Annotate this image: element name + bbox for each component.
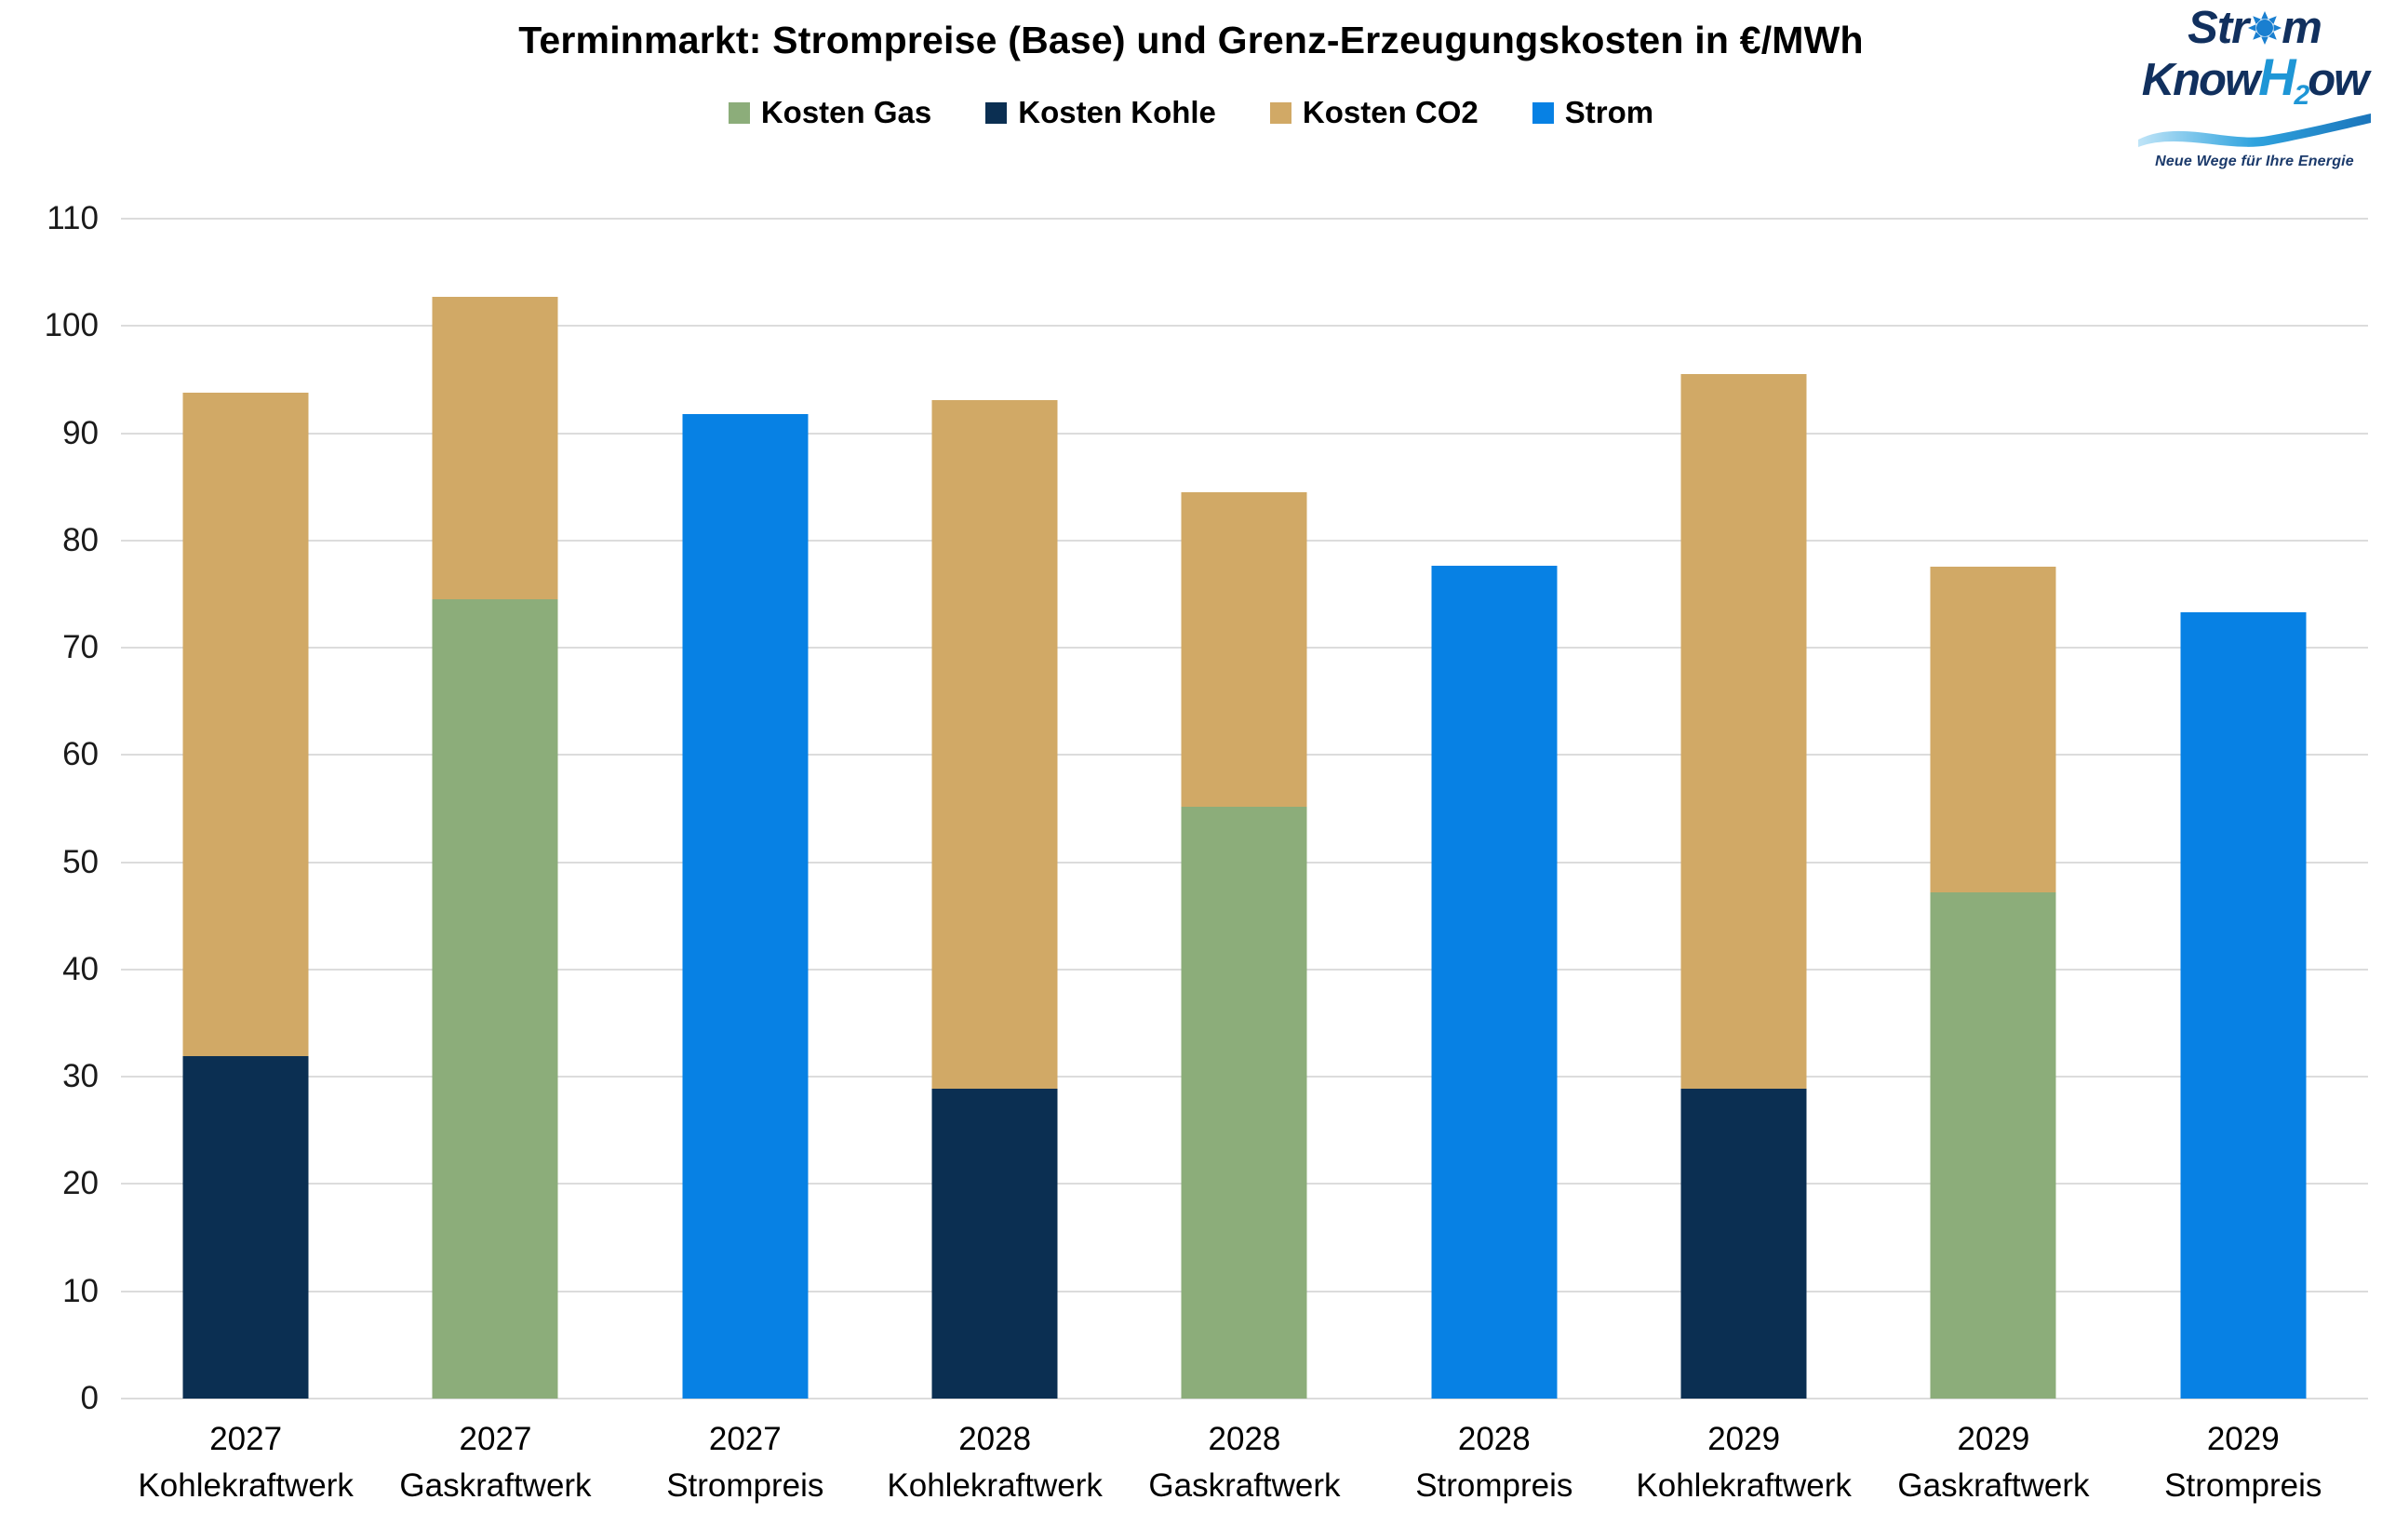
legend-swatch-icon (1532, 101, 1554, 124)
gridline (121, 432, 2368, 435)
x-label-type: Gaskraftwerk (1148, 1467, 1341, 1504)
bar-segment-strom (682, 413, 809, 1399)
bar-segment-kosten-gas (1930, 891, 2056, 1399)
plot-area: 0 10 20 30 40 50 60 70 80 90 100 110 (45, 202, 2368, 1415)
y-axis-tick-label: 20 (62, 1165, 99, 1202)
x-axis-category-label: 2029 Kohlekraftwerk (1619, 1416, 1868, 1509)
x-label-type: Kohlekraftwerk (887, 1467, 1103, 1504)
logo-h2-highlight: H2 (2258, 47, 2309, 111)
gridline (121, 1398, 2368, 1399)
logo-tagline: Neue Wege für Ihre Energie (2155, 154, 2354, 169)
bar-2028-gaskraftwerk (1119, 219, 1369, 1399)
bar-segment-kosten-kohle (931, 1088, 1058, 1399)
y-axis-tick-label: 30 (62, 1058, 99, 1095)
x-label-type: Gaskraftwerk (399, 1467, 592, 1504)
bar-segment-strom (2180, 612, 2307, 1399)
bar-segment-kosten-co2 (432, 297, 558, 600)
x-label-type: Strompreis (2164, 1467, 2322, 1504)
x-label-year: 2027 (209, 1421, 283, 1457)
y-axis-tick-label: 40 (62, 950, 99, 987)
x-label-type: Kohlekraftwerk (138, 1467, 354, 1504)
legend-swatch-icon (1269, 101, 1291, 124)
x-axis-category-label: 2029 Strompreis (2119, 1416, 2368, 1509)
company-logo: Str m KnowH2ow Neue Wege für Ihre Energie (2138, 6, 2371, 169)
bar-segment-kosten-gas (432, 599, 558, 1399)
y-axis-tick-label: 90 (62, 414, 99, 451)
bar-segment-kosten-kohle (182, 1056, 309, 1399)
x-label-type: Strompreis (1415, 1467, 1573, 1504)
legend-item-kosten-kohle: Kosten Kohle (985, 95, 1216, 130)
legend-label: Kosten CO2 (1302, 95, 1479, 129)
x-axis-category-label: 2028 Kohlekraftwerk (870, 1416, 1119, 1509)
x-label-type: Kohlekraftwerk (1636, 1467, 1852, 1504)
legend-item-kosten-gas: Kosten Gas (728, 95, 932, 130)
bars-container (121, 219, 2368, 1399)
x-label-year: 2027 (459, 1421, 532, 1457)
bar-2027-strompreis (621, 219, 870, 1399)
legend-label: Kosten Gas (760, 95, 932, 129)
x-label-year: 2029 (2206, 1421, 2280, 1457)
legend-swatch-icon (728, 101, 750, 124)
bar-segment-strom (1431, 566, 1558, 1399)
legend-item-kosten-co2: Kosten CO2 (1269, 95, 1479, 130)
gridline (121, 218, 2368, 220)
x-label-year: 2029 (1957, 1421, 2030, 1457)
x-axis-category-label: 2029 Gaskraftwerk (1868, 1416, 2118, 1509)
legend-label: Strom (1564, 95, 1654, 129)
bar-segment-kosten-gas (1181, 806, 1307, 1399)
bar-segment-kosten-co2 (1181, 491, 1307, 807)
y-axis-tick-label: 60 (62, 736, 99, 773)
x-label-year: 2029 (1707, 1421, 1781, 1457)
legend-swatch-icon (985, 101, 1008, 124)
bar-2029-gaskraftwerk (1868, 219, 2118, 1399)
y-axis-tick-label: 10 (62, 1272, 99, 1309)
logo-word-knowhow: KnowH2ow (2141, 47, 2370, 111)
chart-legend: Kosten Gas Kosten Kohle Kosten CO2 Strom (0, 95, 2382, 130)
bar-segment-kosten-co2 (1930, 566, 2056, 892)
x-axis-category-label: 2028 Gaskraftwerk (1119, 1416, 1369, 1509)
legend-label: Kosten Kohle (1018, 95, 1216, 129)
gridline (121, 325, 2368, 328)
bar-segment-kosten-co2 (931, 399, 1058, 1089)
bar-segment-kosten-co2 (1680, 374, 1807, 1089)
y-axis-tick-label: 70 (62, 629, 99, 666)
y-axis-tick-label: 100 (44, 307, 99, 344)
x-label-year: 2028 (1457, 1421, 1531, 1457)
y-axis-tick-label: 0 (80, 1380, 99, 1416)
y-axis-tick-label: 50 (62, 843, 99, 880)
y-axis-tick-label: 110 (47, 200, 99, 236)
bar-2028-strompreis (1370, 219, 1619, 1399)
x-axis-category-label: 2027 Gaskraftwerk (370, 1416, 620, 1509)
y-axis-tick-label: 80 (62, 521, 99, 558)
wave-swoosh-icon (2138, 114, 2371, 147)
bar-2027-gaskraftwerk (370, 219, 620, 1399)
legend-item-strom: Strom (1532, 95, 1653, 130)
x-axis-labels: 2027 Kohlekraftwerk 2027 Gaskraftwerk 2027 St… (121, 1416, 2368, 1509)
bar-2027-kohlekraftwerk (121, 219, 370, 1399)
x-label-year: 2028 (958, 1421, 1032, 1457)
bar-2029-strompreis (2119, 219, 2368, 1399)
chart-title: Terminmarkt: Strompreise (Base) und Gren… (518, 19, 1864, 61)
bar-segment-kosten-co2 (182, 392, 309, 1057)
x-axis-category-label: 2027 Kohlekraftwerk (121, 1416, 370, 1509)
x-label-year: 2027 (708, 1421, 782, 1457)
bar-2028-kohlekraftwerk (870, 219, 1119, 1399)
sun-icon (2248, 10, 2282, 46)
x-label-type: Gaskraftwerk (1897, 1467, 2090, 1504)
x-axis-category-label: 2027 Strompreis (621, 1416, 870, 1509)
bar-segment-kosten-kohle (1680, 1088, 1807, 1399)
x-label-year: 2028 (1208, 1421, 1281, 1457)
x-label-type: Strompreis (666, 1467, 824, 1504)
logo-word-strom: Str m (2188, 3, 2322, 53)
bar-2029-kohlekraftwerk (1619, 219, 1868, 1399)
x-axis-category-label: 2028 Strompreis (1370, 1416, 1619, 1509)
